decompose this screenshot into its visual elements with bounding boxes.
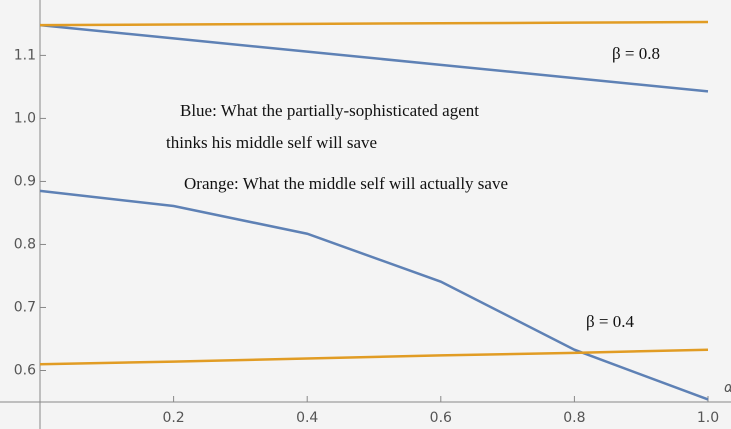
annotation: Blue: What the partially-sophisticated a… — [180, 101, 479, 120]
y-tick-label: 1.0 — [14, 110, 36, 126]
y-tick-label: 1.1 — [14, 47, 36, 63]
x-tick-label: 0.2 — [162, 410, 184, 426]
x-axis-label: α — [724, 380, 731, 396]
annotation: thinks his middle self will save — [166, 133, 377, 152]
y-tick-label: 0.6 — [14, 362, 36, 378]
annotation: β = 0.8 — [612, 44, 660, 63]
series-line — [39, 20, 709, 27]
annotation: β = 0.4 — [586, 312, 634, 331]
x-tick-label: 0.6 — [430, 410, 452, 426]
y-tick-label: 0.7 — [14, 299, 36, 315]
series-line — [39, 189, 709, 401]
annotation: Orange: What the middle self will actual… — [184, 174, 508, 193]
y-tick-label: 0.8 — [14, 236, 36, 252]
x-tick-label: 0.8 — [563, 410, 585, 426]
y-tick-label: 0.9 — [14, 173, 36, 189]
series-line — [39, 23, 709, 93]
series-line — [39, 348, 709, 366]
x-tick-label: 1.0 — [697, 410, 719, 426]
x-tick-label: 0.4 — [296, 410, 318, 426]
